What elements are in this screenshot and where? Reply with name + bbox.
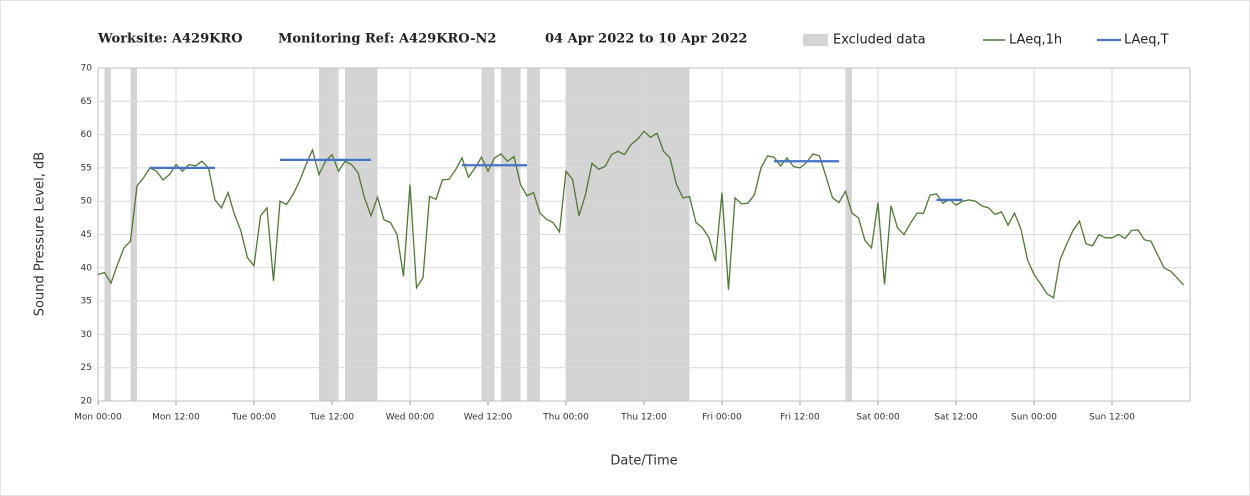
series-line <box>97 130 1184 299</box>
chart-title: 04 Apr 2022 to 10 Apr 2022 <box>545 32 747 47</box>
x-tick-label: Wed 00:00 <box>386 413 435 423</box>
legend-label: Excluded data <box>833 33 926 48</box>
legend-swatch <box>803 34 828 46</box>
chart-title: Monitoring Ref: A429KRO-N2 <box>278 32 496 47</box>
y-tick-label: 25 <box>81 363 92 373</box>
y-tick-label: 70 <box>81 64 93 74</box>
y-tick-label: 50 <box>81 197 93 207</box>
x-tick-label: Fri 00:00 <box>702 413 742 423</box>
y-tick-label: 40 <box>81 263 93 273</box>
y-axis-label: Sound Pressure Level, dB <box>33 152 48 316</box>
x-tick-label: Thu 00:00 <box>542 413 589 423</box>
y-tick-label: 35 <box>81 297 92 307</box>
x-tick-label: Tue 00:00 <box>231 413 276 423</box>
x-tick-label: Fri 12:00 <box>780 413 820 423</box>
y-tick-label: 60 <box>81 130 93 140</box>
x-tick-label: Tue 12:00 <box>309 413 354 423</box>
x-tick-label: Sun 00:00 <box>1011 413 1057 423</box>
x-tick-label: Mon 00:00 <box>74 413 122 423</box>
x-tick-label: Mon 12:00 <box>152 413 200 423</box>
y-tick-label: 45 <box>81 230 92 240</box>
x-tick-label: Thu 12:00 <box>620 413 667 423</box>
x-tick-label: Sat 12:00 <box>934 413 978 423</box>
x-tick-label: Sun 12:00 <box>1089 413 1135 423</box>
y-tick-label: 20 <box>81 397 93 407</box>
y-tick-label: 65 <box>81 97 92 107</box>
y-tick-label: 30 <box>81 330 93 340</box>
legend-label: LAeq,T <box>1124 33 1169 48</box>
plot-border <box>97 67 1191 402</box>
x-tick-label: Wed 12:00 <box>464 413 513 423</box>
legend-label: LAeq,1h <box>1009 33 1062 48</box>
x-tick-label: Sat 00:00 <box>856 413 900 423</box>
x-axis-label: Date/Time <box>610 454 677 469</box>
chart-title: Worksite: A429KRO <box>97 32 243 47</box>
y-tick-label: 55 <box>81 163 92 173</box>
